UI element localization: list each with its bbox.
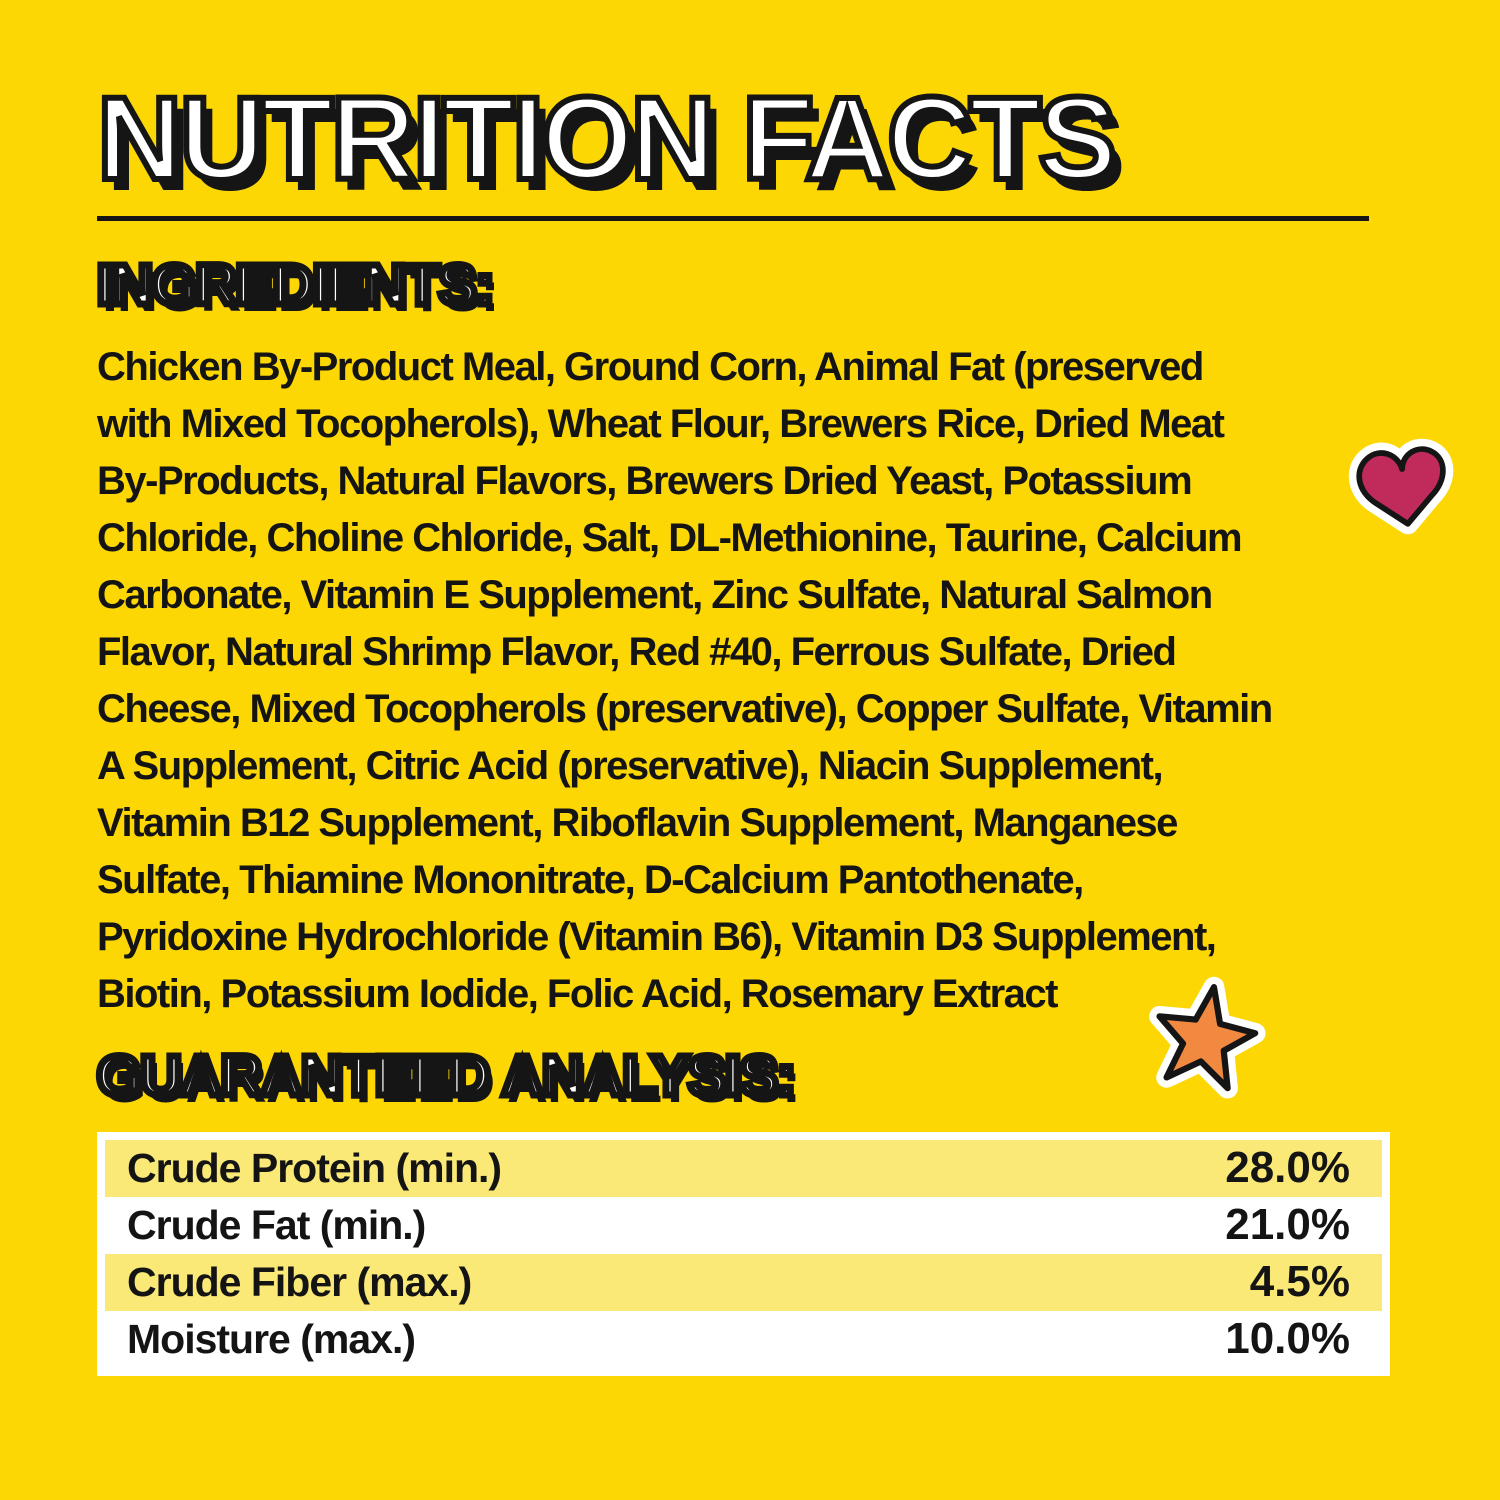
heart-sticker	[1341, 424, 1466, 549]
star-icon	[1149, 976, 1266, 1099]
row-label: Crude Fat (min.)	[127, 1201, 426, 1248]
heart-icon	[1348, 438, 1454, 535]
row-label: Moisture (max.)	[127, 1315, 416, 1362]
title-divider	[97, 216, 1369, 221]
page-title: NUTRITION FACTS	[94, 73, 1120, 205]
table-row: Crude Fat (min.) 21.0%	[105, 1196, 1382, 1254]
star-sticker	[1133, 966, 1277, 1110]
guaranteed-analysis-table: Crude Protein (min.) 28.0% Crude Fat (mi…	[97, 1131, 1390, 1376]
row-value: 28.0%	[1225, 1143, 1350, 1193]
ingredients-heading: INGREDIENTS:	[94, 249, 499, 320]
row-value: 10.0%	[1225, 1314, 1350, 1364]
row-label: Crude Fiber (max.)	[127, 1258, 472, 1305]
row-label: Crude Protein (min.)	[127, 1144, 502, 1191]
table-row: Moisture (max.) 10.0%	[105, 1310, 1382, 1368]
guaranteed-analysis-heading: GUARANTEED ANALYSIS:	[94, 1041, 800, 1112]
row-value: 4.5%	[1249, 1257, 1350, 1307]
ingredients-text: Chicken By-Product Meal, Ground Corn, An…	[97, 345, 1273, 1017]
row-value: 21.0%	[1225, 1200, 1350, 1250]
table-row: Crude Fiber (max.) 4.5%	[105, 1253, 1382, 1311]
table-row: Crude Protein (min.) 28.0%	[105, 1139, 1382, 1197]
